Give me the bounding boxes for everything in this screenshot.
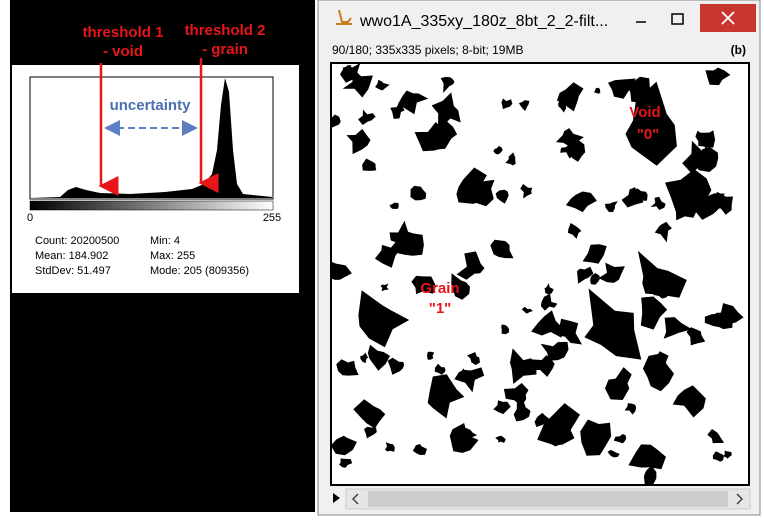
annotation: - grain: [202, 41, 248, 58]
annotation: - void: [103, 43, 143, 60]
scroll-thumb[interactable]: [368, 491, 728, 507]
stat: Min: 4: [150, 235, 180, 247]
annotation: uncertainty: [110, 97, 192, 114]
annotation: threshold 1: [83, 24, 164, 41]
figure: threshold 1 - void threshold 2 - grain 0…: [0, 0, 764, 517]
stat: Mode: 205 (809356): [150, 265, 249, 277]
annotation: Void: [629, 104, 660, 121]
axis-label: 255: [263, 212, 281, 224]
axis-label: 0: [27, 212, 33, 224]
stat: Count: 20200500: [35, 235, 119, 247]
stat: Mean: 184.902: [35, 250, 108, 262]
annotation: "0": [637, 126, 660, 143]
annotation: Grain: [420, 280, 459, 297]
annotation: "1": [429, 300, 452, 317]
annotation: threshold 2: [185, 22, 266, 39]
window-title: wwo1A_335xy_180z_8bt_2_2-filt...: [359, 13, 608, 30]
gray-bar: [30, 201, 273, 210]
panel-label: (b): [731, 43, 746, 57]
stat: StdDev: 51.497: [35, 265, 111, 277]
image-info: 90/180; 335x335 pixels; 8-bit; 19MB: [332, 43, 523, 57]
stat: Max: 255: [150, 250, 195, 262]
